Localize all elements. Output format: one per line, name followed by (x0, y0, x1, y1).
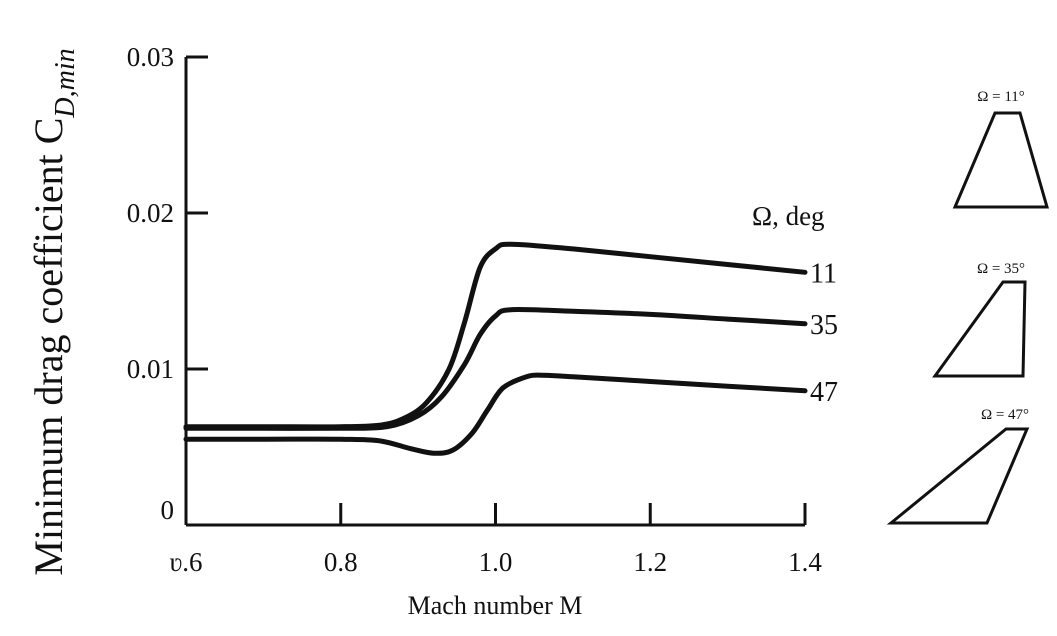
y-tick-label: 0.02 (127, 198, 174, 228)
tick-labels: ʋ.6 0.8 1.0 1.2 1.4 0 0.01 0.02 0.03 (127, 42, 823, 577)
x-tick-label: 1.4 (788, 547, 822, 577)
wing-sketches: Ω = 11° Ω = 35° Ω = 47° (886, 89, 1049, 525)
x-tick-label: 1.0 (479, 547, 513, 577)
legend-title: Ω, deg (752, 201, 825, 231)
x-tick-label: 1.2 (633, 547, 667, 577)
y-tick-label: 0.03 (127, 42, 174, 72)
series-labels: 11 35 47 (810, 258, 838, 408)
series-line-47 (183, 372, 808, 456)
series-group (183, 241, 808, 456)
y-axis-label-subscript: D,min (50, 48, 81, 118)
wing-label-11: Ω = 11° (977, 89, 1025, 105)
y-tick-label: 0.01 (127, 354, 174, 384)
y-axis-label-main: Minimum drag coefficient C (26, 118, 71, 576)
wing-label-35: Ω = 35° (977, 261, 1025, 277)
series-label-47: 47 (810, 377, 838, 408)
series-line-35 (183, 307, 808, 431)
y-tick-label: 0 (161, 495, 175, 525)
axes (184, 57, 805, 527)
wing-planform-47 (886, 427, 1030, 525)
ticks (186, 55, 807, 525)
wing-label-47: Ω = 47° (981, 407, 1029, 423)
x-tick-label: 0.8 (324, 547, 358, 577)
y-axis-label: Minimum drag coefficient CD,min (26, 48, 81, 575)
series-label-11: 11 (810, 258, 837, 289)
series-label-35: 35 (810, 310, 838, 341)
x-axis-label: Mach number M (408, 591, 583, 620)
x-tick-label: ʋ.6 (170, 547, 203, 577)
wing-planform-35 (932, 280, 1027, 378)
wing-planform-11 (952, 111, 1049, 209)
